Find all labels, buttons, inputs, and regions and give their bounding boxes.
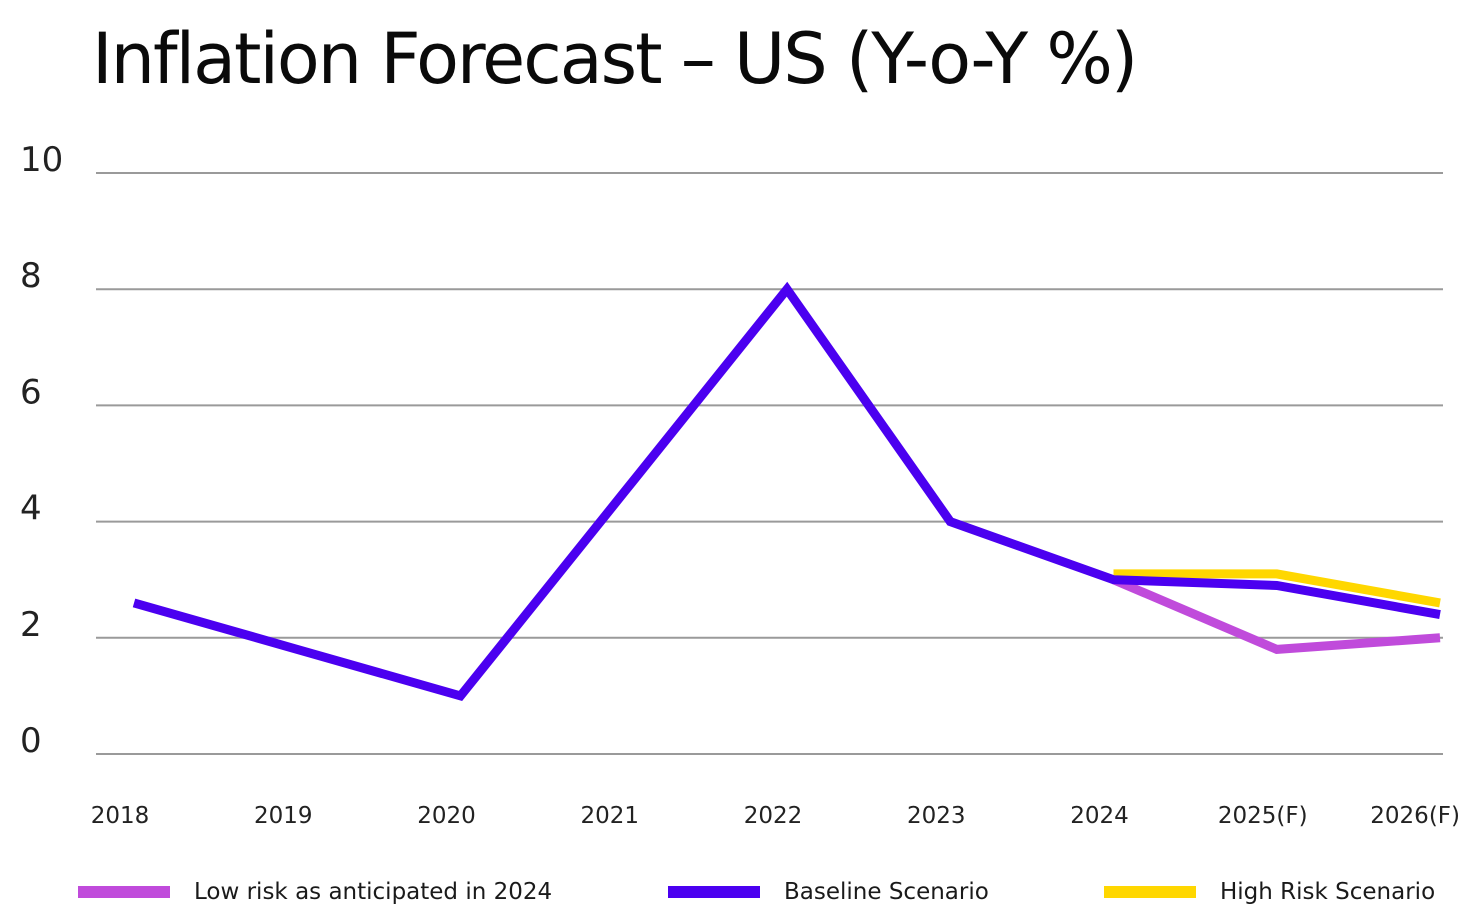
x-tick-label-2025f: 2025(F) <box>1218 803 1308 829</box>
y-tick-label-4: 4 <box>20 489 42 529</box>
legend-swatch-baseline <box>668 886 760 898</box>
y-axis-ticks: 0 2 4 6 8 10 <box>20 140 63 761</box>
gridlines <box>96 172 1443 755</box>
legend-swatch-low-risk <box>78 886 170 898</box>
series-lines <box>132 281 1441 702</box>
x-tick-label-2023: 2023 <box>907 803 966 829</box>
x-tick-label-2026f: 2026(F) <box>1370 803 1460 829</box>
y-tick-label-0: 0 <box>20 721 42 761</box>
y-tick-label-10: 10 <box>20 140 63 180</box>
legend-label-low-risk: Low risk as anticipated in 2024 <box>194 879 553 905</box>
legend-item-low-risk: Low risk as anticipated in 2024 <box>78 872 552 912</box>
legend-label-baseline: Baseline Scenario <box>784 879 989 905</box>
y-tick-label-2: 2 <box>20 605 42 645</box>
x-tick-label-2024: 2024 <box>1070 803 1129 829</box>
legend-item-baseline: Baseline Scenario <box>668 872 989 912</box>
legend-swatch-high-risk <box>1104 886 1196 898</box>
x-tick-label-2021: 2021 <box>580 803 639 829</box>
x-axis-ticks: 2018 2019 2020 2021 2022 2023 2024 2025(F) 2026(… <box>91 803 1460 829</box>
series-line-baseline-scenario <box>132 281 1441 702</box>
legend-label-high-risk: High Risk Scenario <box>1220 879 1436 905</box>
series-line-low-risk-as-anticipated-in-2024 <box>1111 575 1441 654</box>
legend: Low risk as anticipated in 2024 Baseline… <box>0 872 1472 912</box>
chart-plot-area: 0 2 4 6 8 10 2018 2019 2020 2021 2022 2023 2024 2025… <box>20 140 1460 829</box>
x-tick-label-2022: 2022 <box>744 803 803 829</box>
chart-title: Inflation Forecast – US (Y-o-Y %) <box>92 18 1138 100</box>
y-tick-label-6: 6 <box>20 372 42 412</box>
x-tick-label-2019: 2019 <box>254 803 313 829</box>
series-line-high-risk-scenario <box>1113 569 1441 608</box>
legend-item-high-risk: High Risk Scenario <box>1104 872 1435 912</box>
x-tick-label-2020: 2020 <box>417 803 476 829</box>
x-tick-label-2018: 2018 <box>91 803 150 829</box>
y-tick-label-8: 8 <box>20 256 42 296</box>
